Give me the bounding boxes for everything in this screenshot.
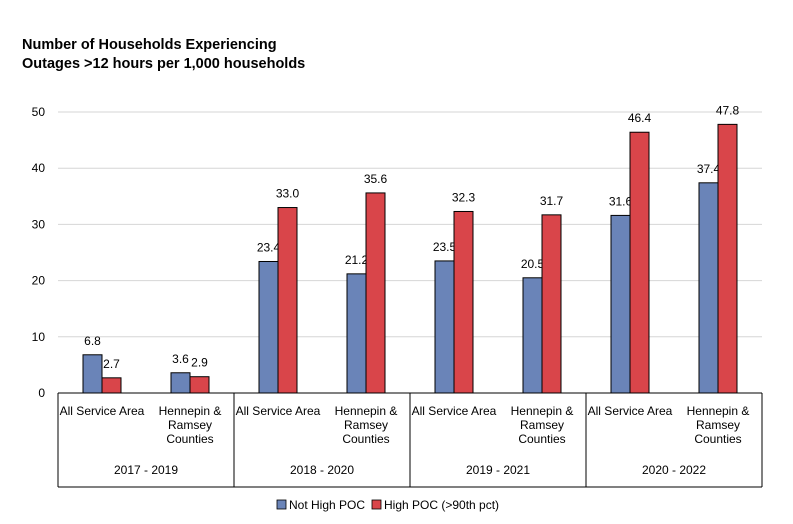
category-label: Hennepin &: [687, 404, 750, 418]
data-label: 23.4: [257, 240, 281, 254]
bar-not-high-poc: [82, 354, 103, 394]
y-tick-label: 20: [32, 274, 46, 288]
category-label: All Service Area: [588, 404, 673, 418]
chart-title: Number of Households Experiencing Outage…: [22, 36, 305, 74]
chart-title-line-1: Number of Households Experiencing: [22, 37, 277, 53]
category-label: All Service Area: [412, 404, 497, 418]
data-label: 31.7: [540, 194, 564, 208]
data-label: 37.4: [697, 162, 721, 176]
category-label: Hennepin &: [159, 404, 222, 418]
bar-high-poc: [453, 210, 474, 394]
y-tick-label: 50: [32, 105, 46, 119]
category-label: Ramsey: [344, 418, 388, 432]
y-tick-label: 10: [32, 330, 46, 344]
bar-high-poc: [717, 123, 738, 394]
bar-not-high-poc: [522, 277, 543, 394]
group-label: 2018 - 2020: [290, 463, 354, 477]
category-label: Ramsey: [520, 418, 564, 432]
category-label: Hennepin &: [511, 404, 574, 418]
bar-not-high-poc: [170, 372, 191, 394]
category-label: Hennepin &: [335, 404, 398, 418]
data-label: 35.6: [364, 172, 388, 186]
category-label: Ramsey: [696, 418, 740, 432]
data-label: 23.5: [433, 240, 457, 254]
y-tick-label: 40: [32, 161, 46, 175]
y-tick-label: 0: [38, 386, 45, 400]
legend-label-not-high-poc: Not High POC: [289, 498, 365, 512]
legend-swatch-not-high-poc: [276, 499, 287, 510]
data-label: 6.8: [84, 334, 101, 348]
bar-high-poc: [277, 207, 298, 394]
bar-high-poc: [189, 376, 210, 394]
group-label: 2020 - 2022: [642, 463, 706, 477]
category-label: All Service Area: [236, 404, 321, 418]
group-label: 2017 - 2019: [114, 463, 178, 477]
bar-high-poc: [629, 131, 650, 394]
y-tick-label: 30: [32, 217, 46, 231]
bar-not-high-poc: [698, 182, 719, 394]
category-label: All Service Area: [60, 404, 145, 418]
data-label: 3.6: [172, 352, 189, 366]
data-label: 2.7: [103, 357, 120, 371]
legend-label-high-poc: High POC (>90th pct): [384, 498, 499, 512]
bar-high-poc: [541, 214, 562, 394]
data-label: 20.5: [521, 257, 545, 271]
bar-not-high-poc: [258, 260, 279, 394]
data-label: 32.3: [452, 190, 476, 204]
category-label: Counties: [694, 432, 741, 446]
bar-high-poc: [101, 377, 122, 394]
group-label: 2019 - 2021: [466, 463, 530, 477]
data-label: 31.6: [609, 194, 633, 208]
data-label: 47.8: [716, 103, 740, 117]
data-label: 33.0: [276, 187, 300, 201]
data-label: 46.4: [628, 111, 652, 125]
legend-swatch-high-poc: [371, 499, 382, 510]
category-label: Counties: [342, 432, 389, 446]
bar-not-high-poc: [610, 214, 631, 394]
bar-not-high-poc: [346, 273, 367, 394]
data-label: 21.2: [345, 253, 369, 267]
bar-not-high-poc: [434, 260, 455, 394]
bar-high-poc: [365, 192, 386, 394]
data-label: 2.9: [191, 356, 208, 370]
category-label: Ramsey: [168, 418, 212, 432]
category-label: Counties: [166, 432, 213, 446]
chart-title-line-2: Outages >12 hours per 1,000 households: [22, 56, 306, 72]
category-label: Counties: [518, 432, 565, 446]
